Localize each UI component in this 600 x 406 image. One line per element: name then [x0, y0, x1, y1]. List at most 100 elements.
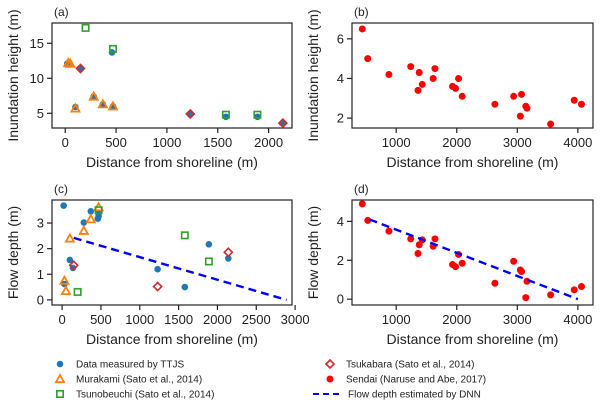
data-point [225, 255, 232, 262]
panel-a: (a) 0 500 1000 1500 2000 5 10 15 Distance from sh… [5, 5, 293, 170]
data-point [358, 25, 366, 33]
x-tick-label: 2000 [203, 312, 232, 327]
legend: Data measured by TTJS Murakami (Sato et a… [54, 358, 486, 401]
data-point [221, 110, 230, 119]
x-tick-label: 2000 [254, 135, 283, 150]
x-tick-label: 3000 [281, 312, 310, 327]
data-point [205, 241, 213, 248]
data-point [414, 249, 422, 257]
data-point [254, 113, 261, 121]
y-axis-label: Inundation height (m) [5, 9, 21, 141]
data-point [491, 279, 499, 287]
y-tick-label: 5 [37, 106, 44, 121]
x-tick-label: 4000 [563, 312, 592, 327]
y-axis-label: Flow depth (m) [305, 206, 321, 299]
data-point [253, 110, 262, 119]
x-tick-label: 1000 [152, 135, 181, 150]
panel-label: (c) [54, 182, 68, 196]
data-point [181, 283, 189, 291]
panel-d: (d) 1000 2000 3000 4000 0 2 4 Distance from shor… [305, 182, 594, 347]
data-point [73, 287, 82, 296]
series-tsunobeuchi [81, 23, 262, 119]
legend-item-sendai: Sendai (Naruse and Abe, 2017) [326, 375, 486, 386]
data-point [510, 257, 518, 265]
panel-c: (c) 0 500 1000 1500 2000 2500 3000 0 1 2 3 Distance … [5, 182, 310, 347]
data-point [78, 224, 90, 235]
x-tick-label: 0 [58, 312, 65, 327]
y-axis-label: Inundation height (m) [305, 9, 321, 141]
series-dnn [73, 236, 287, 302]
x-axis-label: Distance from shoreline (m) [387, 154, 559, 170]
x-axis-label: Distance from shoreline (m) [86, 331, 258, 347]
data-point [97, 98, 109, 109]
data-point [429, 74, 437, 82]
data-point [277, 117, 288, 129]
legend-marker [324, 358, 336, 370]
data-point [516, 112, 524, 120]
panel-label: (b) [354, 5, 369, 19]
legend-label: Flow depth estimated by DNN [348, 390, 481, 401]
data-point [415, 69, 423, 77]
data-point [385, 71, 393, 79]
data-point [431, 65, 439, 73]
data-point [185, 108, 196, 120]
data-point [458, 92, 466, 100]
data-point [547, 291, 555, 299]
series-tsunobeuchi [73, 206, 213, 296]
x-tick-label: 1500 [164, 312, 193, 327]
panel-b: (b) 1000 2000 3000 4000 2 4 6 Distance from shor… [305, 5, 594, 170]
legend-label: Sendai (Naruse and Abe, 2017) [346, 375, 486, 386]
legend-marker [54, 373, 66, 384]
x-tick-label: 3000 [503, 135, 532, 150]
x-tick-label: 500 [105, 135, 127, 150]
data-point [66, 256, 74, 264]
data-point [364, 216, 372, 224]
series-murakami [62, 57, 119, 113]
data-point [75, 63, 86, 74]
dnn-fit-line [73, 236, 287, 302]
x-tick-label: 1000 [382, 312, 411, 327]
series-tsukabara [68, 247, 234, 292]
data-point [223, 247, 234, 258]
data-point [577, 100, 585, 108]
data-point [94, 206, 103, 215]
y-tick-label: 3 [37, 216, 44, 231]
x-tick-label: 1000 [382, 135, 411, 150]
x-tick-label: 1500 [203, 135, 232, 150]
axes-frame [351, 199, 594, 306]
data-point [452, 263, 460, 271]
axes-frame [51, 199, 293, 306]
data-point [69, 102, 81, 113]
legend-marker [56, 360, 64, 368]
data-point [60, 202, 67, 209]
y-tick-label: 2 [337, 111, 344, 126]
y-tick-label: 10 [30, 71, 44, 86]
data-point [60, 285, 72, 296]
series-dnn [369, 218, 579, 301]
x-tick-label: 2500 [242, 312, 271, 327]
data-point [385, 227, 393, 235]
data-point [64, 57, 76, 68]
series-sendai [358, 200, 585, 302]
legend-label: Tsunobeuchi (Sato et al., 2014) [76, 390, 214, 401]
data-point [407, 63, 415, 71]
data-point [452, 84, 460, 92]
y-tick-label: 6 [337, 31, 344, 46]
data-point [577, 283, 585, 291]
data-point [570, 96, 578, 104]
x-tick-label: 1000 [125, 312, 154, 327]
panel-label: (a) [54, 5, 69, 19]
data-point [152, 281, 163, 292]
y-tick-label: 4 [337, 214, 344, 229]
dnn-fit-line [369, 218, 579, 301]
axes-frame [351, 22, 594, 129]
legend-marker [326, 375, 334, 383]
data-point [418, 80, 426, 88]
y-tick-label: 4 [337, 71, 344, 86]
series-ttjs [63, 49, 287, 127]
y-axis-label: Flow depth (m) [5, 206, 21, 299]
data-point [510, 92, 518, 100]
data-point [85, 213, 97, 224]
data-point [358, 200, 366, 208]
